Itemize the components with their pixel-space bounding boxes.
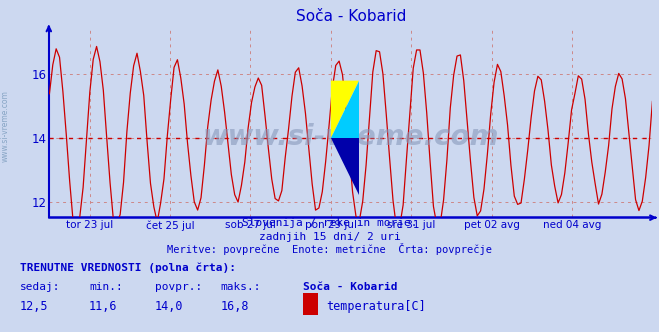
Text: Slovenija / reke in morje.: Slovenija / reke in morje. [242, 218, 417, 228]
Text: 11,6: 11,6 [89, 300, 117, 313]
Text: temperatura[C]: temperatura[C] [326, 300, 426, 313]
Text: Meritve: povprečne  Enote: metrične  Črta: povprečje: Meritve: povprečne Enote: metrične Črta:… [167, 243, 492, 255]
Text: TRENUTNE VREDNOSTI (polna črta):: TRENUTNE VREDNOSTI (polna črta): [20, 262, 236, 273]
Polygon shape [331, 81, 359, 138]
Text: povpr.:: povpr.: [155, 283, 202, 292]
Text: www.si-vreme.com: www.si-vreme.com [203, 123, 499, 151]
Text: 14,0: 14,0 [155, 300, 183, 313]
Polygon shape [331, 81, 359, 138]
Text: sedaj:: sedaj: [20, 283, 60, 292]
Text: Soča - Kobarid: Soča - Kobarid [303, 283, 397, 292]
Text: zadnjih 15 dni/ 2 uri: zadnjih 15 dni/ 2 uri [258, 232, 401, 242]
Text: www.si-vreme.com: www.si-vreme.com [1, 90, 10, 162]
Text: 16,8: 16,8 [221, 300, 249, 313]
Text: maks.:: maks.: [221, 283, 261, 292]
Text: min.:: min.: [89, 283, 123, 292]
Polygon shape [331, 138, 359, 195]
Title: Soča - Kobarid: Soča - Kobarid [296, 9, 406, 24]
Text: 12,5: 12,5 [20, 300, 48, 313]
